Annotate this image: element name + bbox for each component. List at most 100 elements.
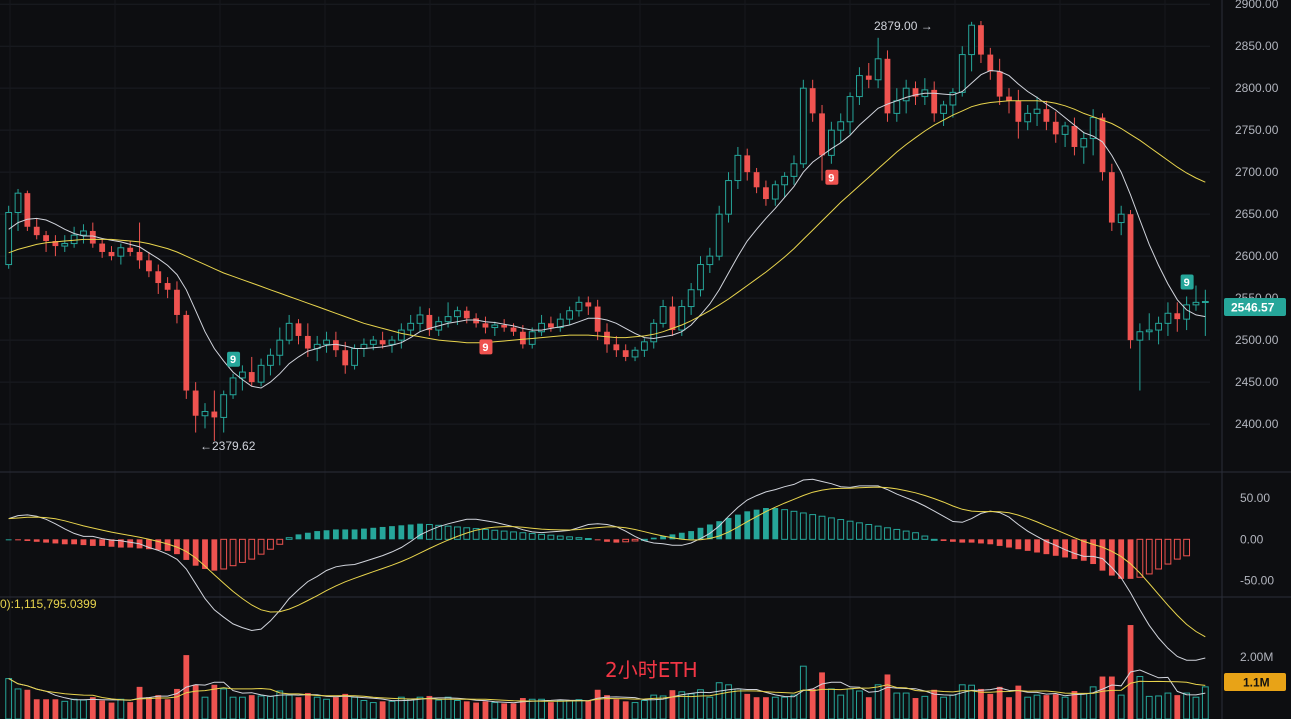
macd-bar bbox=[790, 510, 798, 540]
volume-bar bbox=[295, 697, 302, 719]
macd-bar bbox=[660, 536, 666, 540]
candle-body bbox=[538, 322, 545, 333]
volume-bar bbox=[211, 684, 218, 719]
candle-body bbox=[631, 349, 639, 358]
macd-bar bbox=[276, 538, 284, 545]
volume-bar bbox=[1071, 690, 1078, 719]
volume-bar bbox=[473, 702, 480, 719]
macd-bar bbox=[1015, 539, 1022, 550]
volume-bar bbox=[108, 702, 115, 719]
volume-bar bbox=[1174, 695, 1181, 719]
price-axis: 2900.00 2850.00 2800.00 2750.00 2700.00 2650.… bbox=[1235, 0, 1279, 588]
price-axis-tick: 2800.00 bbox=[1235, 81, 1279, 95]
macd-axis-tick: -50.00 bbox=[1240, 574, 1274, 588]
macd-bar bbox=[43, 539, 49, 543]
candle-body bbox=[987, 54, 994, 72]
candle-body bbox=[1033, 108, 1041, 114]
macd-bar bbox=[248, 538, 256, 560]
volume-bar bbox=[388, 700, 396, 719]
volume-bar bbox=[548, 702, 554, 719]
price-axis-tick: 2450.00 bbox=[1235, 375, 1279, 389]
macd-bar bbox=[389, 526, 395, 540]
candle-body bbox=[697, 264, 704, 291]
macd-bar bbox=[1183, 538, 1191, 557]
high-marker-arrow: → bbox=[917, 19, 932, 33]
volume-bar bbox=[257, 695, 265, 719]
volume-bar bbox=[734, 688, 742, 719]
volume-bar bbox=[622, 701, 629, 719]
candle-body bbox=[1201, 301, 1209, 304]
volume-bar bbox=[771, 696, 779, 719]
candle-body bbox=[5, 211, 13, 266]
volume-bar bbox=[1136, 676, 1144, 719]
volume-current-value: 1.1M bbox=[1243, 676, 1270, 690]
volume-bar bbox=[594, 689, 601, 719]
td-marker-box bbox=[825, 169, 839, 185]
chart-watermark: 2小时ETH bbox=[605, 658, 698, 682]
macd-bar bbox=[1173, 538, 1181, 560]
candle-body bbox=[827, 129, 835, 156]
volume-bar bbox=[978, 688, 984, 719]
macd-bar bbox=[921, 535, 929, 540]
volume-bar bbox=[566, 700, 574, 719]
candle-body bbox=[978, 25, 984, 55]
candle-body bbox=[257, 364, 265, 383]
volume-bar bbox=[397, 696, 405, 719]
candle-body bbox=[52, 241, 59, 247]
volume-bar bbox=[146, 697, 152, 719]
volume-bar bbox=[865, 697, 872, 719]
candle-body bbox=[80, 230, 87, 236]
price-axis-tick: 2500.00 bbox=[1235, 333, 1279, 347]
macd-bar bbox=[164, 539, 171, 551]
volume-ma-slow-line bbox=[8, 678, 1206, 702]
volume-bar bbox=[342, 693, 349, 719]
candle-body bbox=[342, 350, 349, 366]
volume-bar bbox=[285, 694, 293, 719]
volume-bar bbox=[1164, 692, 1172, 719]
candle-body bbox=[771, 184, 779, 200]
volume-bar bbox=[715, 682, 723, 719]
volume-bar bbox=[454, 700, 461, 719]
volume-bar bbox=[248, 695, 255, 719]
td-marker-label: 9 bbox=[230, 354, 236, 366]
volume-ma-fast-line bbox=[8, 669, 1206, 704]
macd-bar bbox=[604, 539, 610, 542]
macd-bar bbox=[519, 532, 527, 540]
volume-bar bbox=[136, 686, 143, 719]
candle-body bbox=[1164, 312, 1172, 324]
macd-bar bbox=[211, 539, 218, 571]
volume-bar bbox=[687, 693, 695, 719]
volume-bar bbox=[435, 699, 443, 719]
candle-body bbox=[1136, 331, 1144, 341]
volume-bar bbox=[267, 695, 274, 719]
volume-bar bbox=[14, 688, 22, 719]
macd-bar bbox=[959, 539, 966, 543]
volume-bar bbox=[884, 674, 891, 719]
macd-bar bbox=[285, 537, 293, 540]
macd-bar bbox=[407, 524, 414, 540]
volume-bar bbox=[313, 696, 321, 719]
macd-bar bbox=[417, 523, 423, 540]
volume-bar bbox=[659, 695, 667, 719]
volume-bar bbox=[538, 698, 545, 719]
volume-bar bbox=[416, 696, 424, 719]
volume-bar bbox=[912, 698, 919, 719]
volume-bar bbox=[1201, 686, 1209, 719]
candle-body bbox=[89, 230, 96, 244]
macd-bar bbox=[744, 511, 751, 540]
ma-fast-line bbox=[8, 69, 1206, 389]
macd-bar bbox=[183, 539, 190, 560]
price-axis-tick: 2400.00 bbox=[1235, 417, 1279, 431]
macd-bar bbox=[1071, 539, 1078, 560]
candle-body bbox=[454, 310, 461, 318]
macd-dea-line bbox=[8, 486, 1206, 638]
macd-bar bbox=[370, 527, 377, 540]
candle-body bbox=[884, 58, 891, 114]
candle-body bbox=[238, 371, 246, 379]
volume-bar bbox=[501, 703, 508, 719]
volume-bar bbox=[426, 695, 433, 719]
candle-body bbox=[968, 24, 976, 56]
candle-body bbox=[248, 372, 255, 383]
candle-body bbox=[575, 301, 583, 312]
